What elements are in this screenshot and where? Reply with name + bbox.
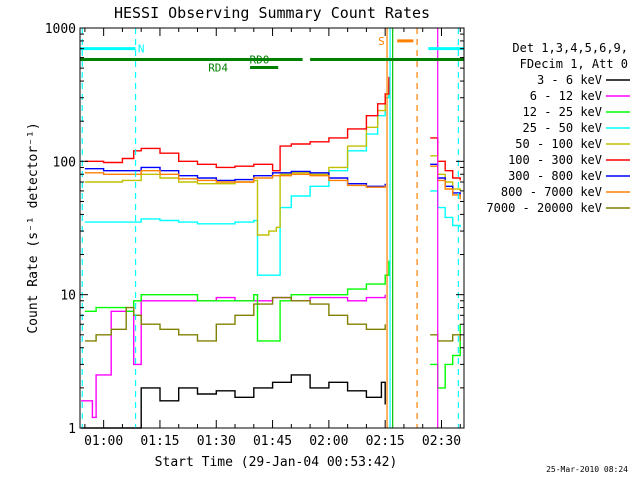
timestamp-stamp: 25-Mar-2010 08:24 [546,465,628,474]
y-axis-label: Count Rate (s⁻¹ detector⁻¹) [26,122,41,333]
legend-header-line: FDecim 1, Att 0 [520,57,628,71]
series-line-100-300-kev [84,76,390,172]
x-tick-label: 01:45 [253,434,292,449]
x-tick-label: 01:00 [84,434,123,449]
y-tick-label: 1 [68,422,76,437]
state-bar-label-rd4: RD4 [208,62,228,75]
series-line-7000-20000-kev [84,296,386,342]
series-line-after-gap-12-25-kev [430,324,461,389]
x-tick-label: 02:30 [422,434,461,449]
legend-entry-12-25-kev: 12 - 25 keV [523,105,602,119]
legend-entry-50-100-kev: 50 - 100 keV [515,137,602,151]
y-tick-label: 100 [53,155,76,170]
state-bar-label-s: S [378,35,385,48]
y-tick-label: 1000 [45,22,76,37]
series-line-800-7000-kev [84,170,386,188]
legend-entry-100-300-kev: 100 - 300 keV [508,153,602,167]
legend-entry-800-7000-kev: 800 - 7000 keV [501,185,602,199]
series-line-after-gap-25-50-kev [430,190,461,228]
legend-entry-300-800-kev: 300 - 800 keV [508,169,602,183]
series-line-after-gap-7000-20000-kev [430,334,461,342]
x-tick-label: 01:30 [197,434,236,449]
legend-header-line: Det 1,3,4,5,6,9, [512,41,628,55]
legend-entry-6-12-kev: 6 - 12 keV [530,89,602,103]
state-bar-label-rd0: RD0 [249,54,269,67]
state-bar-label-n: N [138,43,145,56]
marker-layer [81,28,459,428]
chart-title: HESSI Observing Summary Count Rates [114,4,430,22]
legend: Det 1,3,4,5,6,9, FDecim 1, Att 0 3 - 6 keV… [486,41,630,215]
series-layer [81,76,461,429]
series-line-6-12-kev [81,294,386,419]
series-line-3-6-kev [81,374,386,429]
x-tick-label: 02:15 [366,434,405,449]
legend-entry-25-50-kev: 25 - 50 keV [523,121,602,135]
plot-frame [79,27,465,429]
series-line-12-25-kev [84,260,390,342]
legend-entry-3-6-kev: 3 - 6 keV [537,73,602,87]
y-tick-label: 10 [60,289,76,304]
x-axis-label: Start Time (29-Jan-04 00:53:42) [155,455,398,470]
x-tick-label: 02:00 [309,434,348,449]
x-tick-label: 01:15 [140,434,179,449]
axes: 1 10 100 1000 01:00 01:15 01:30 01:45 02:00 02:15… [45,22,464,449]
series-line-50-100-kev [84,81,390,236]
series-line-300-800-kev [84,166,386,187]
state-bars: N S RD0 RD4 [80,35,464,75]
legend-entry-7000-20000-kev: 7000 - 20000 keV [486,201,602,215]
